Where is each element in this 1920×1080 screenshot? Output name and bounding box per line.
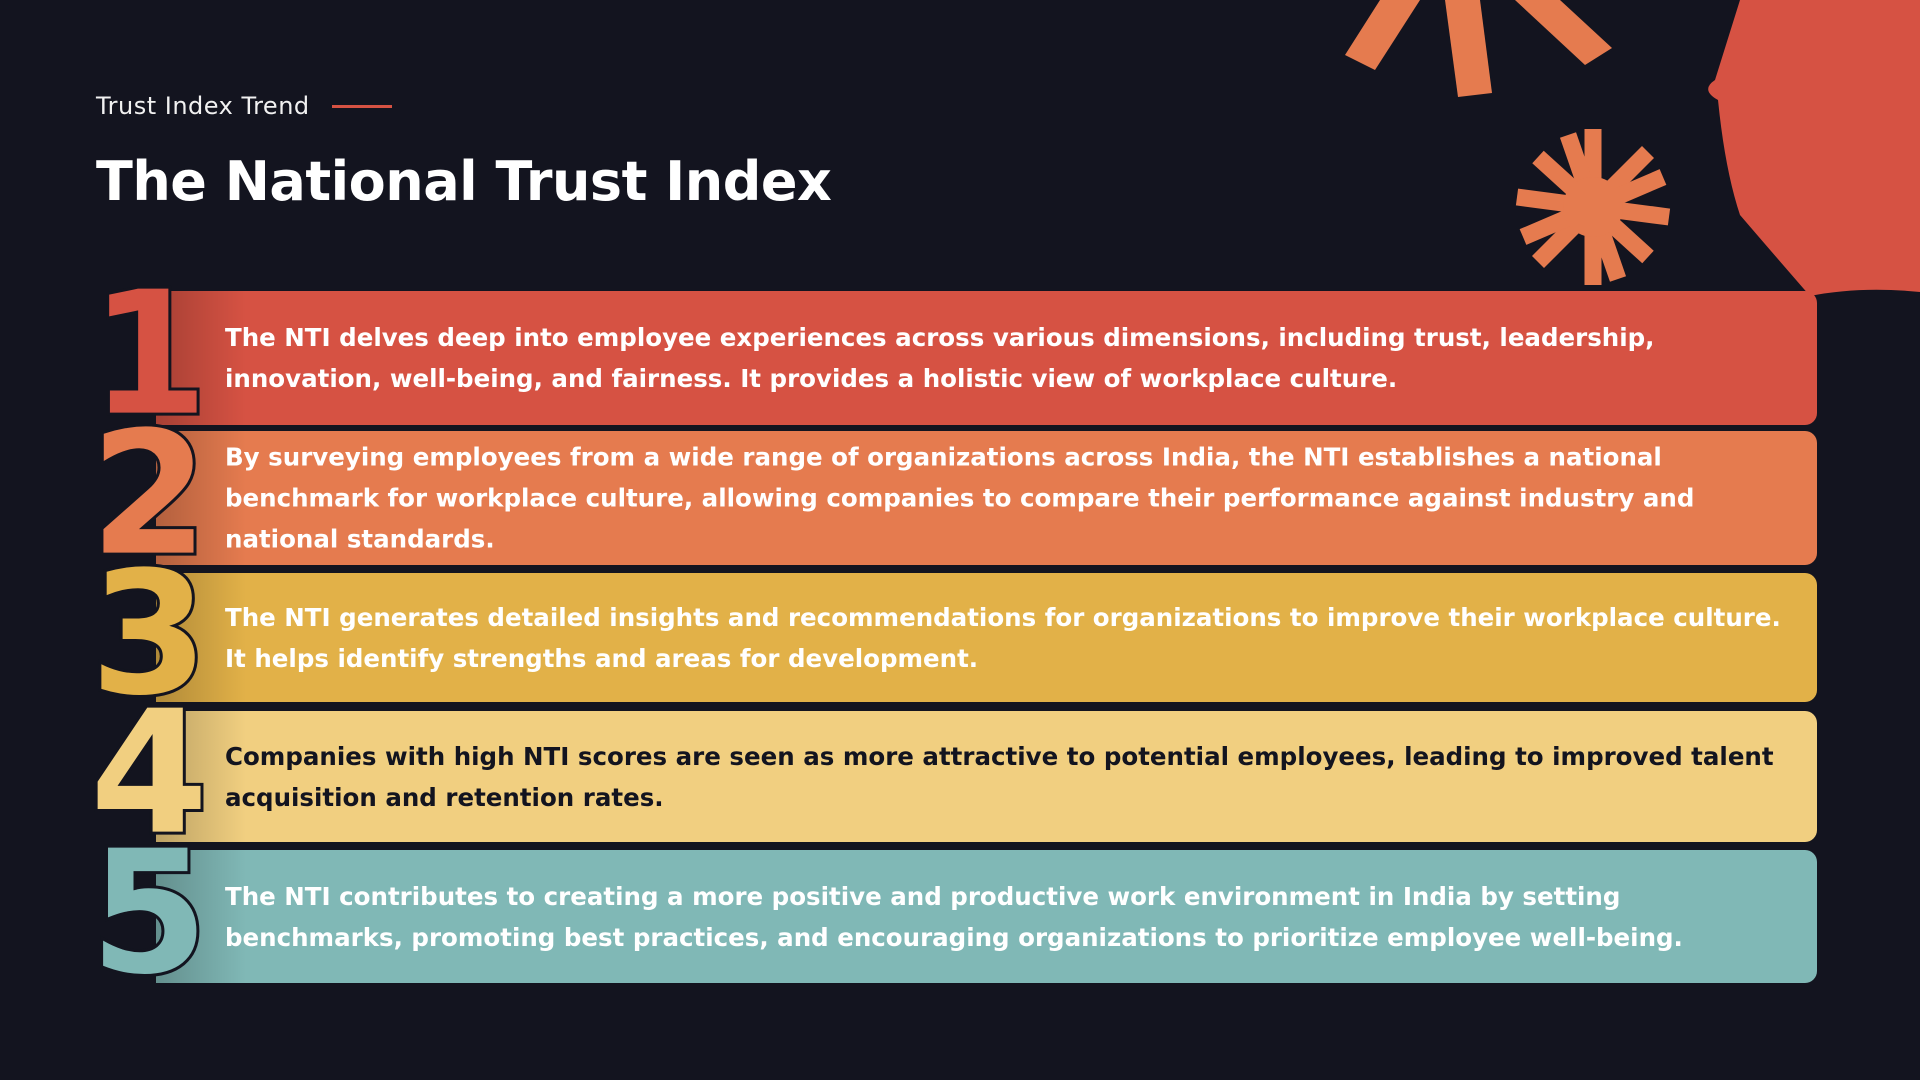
- item-number: 3: [87, 535, 211, 734]
- eyebrow: Trust Index Trend: [96, 92, 392, 120]
- item-text: The NTI generates detailed insights and …: [225, 602, 1781, 673]
- item-row: 5 The NTI contributes to creating a more…: [87, 825, 1817, 1001]
- item-card: [156, 850, 1817, 983]
- item-row: 4 Companies with high NTI scores are see…: [87, 685, 1817, 861]
- item-text: By surveying employees from a wide range…: [225, 442, 1695, 554]
- item-number: 5: [87, 814, 211, 1013]
- item-row: 2 By surveying employees from a wide ran…: [87, 407, 1817, 583]
- item-text: Companies with high NTI scores are seen …: [225, 741, 1774, 812]
- page-title: The National Trust Index: [96, 150, 832, 213]
- item-number: 4: [87, 674, 211, 873]
- item-text: The NTI delves deep into employee experi…: [225, 323, 1655, 393]
- item-row: 3 The NTI generates detailed insights an…: [87, 546, 1817, 722]
- item-card: [156, 573, 1817, 702]
- item-text: The NTI contributes to creating a more p…: [225, 881, 1683, 952]
- item-card: [156, 291, 1817, 425]
- item-row: 1 The NTI delves deep into employee expe…: [87, 267, 1817, 443]
- item-card: [156, 711, 1817, 842]
- item-card: [156, 431, 1817, 565]
- item-number: 1: [87, 255, 211, 454]
- item-number: 2: [87, 395, 211, 594]
